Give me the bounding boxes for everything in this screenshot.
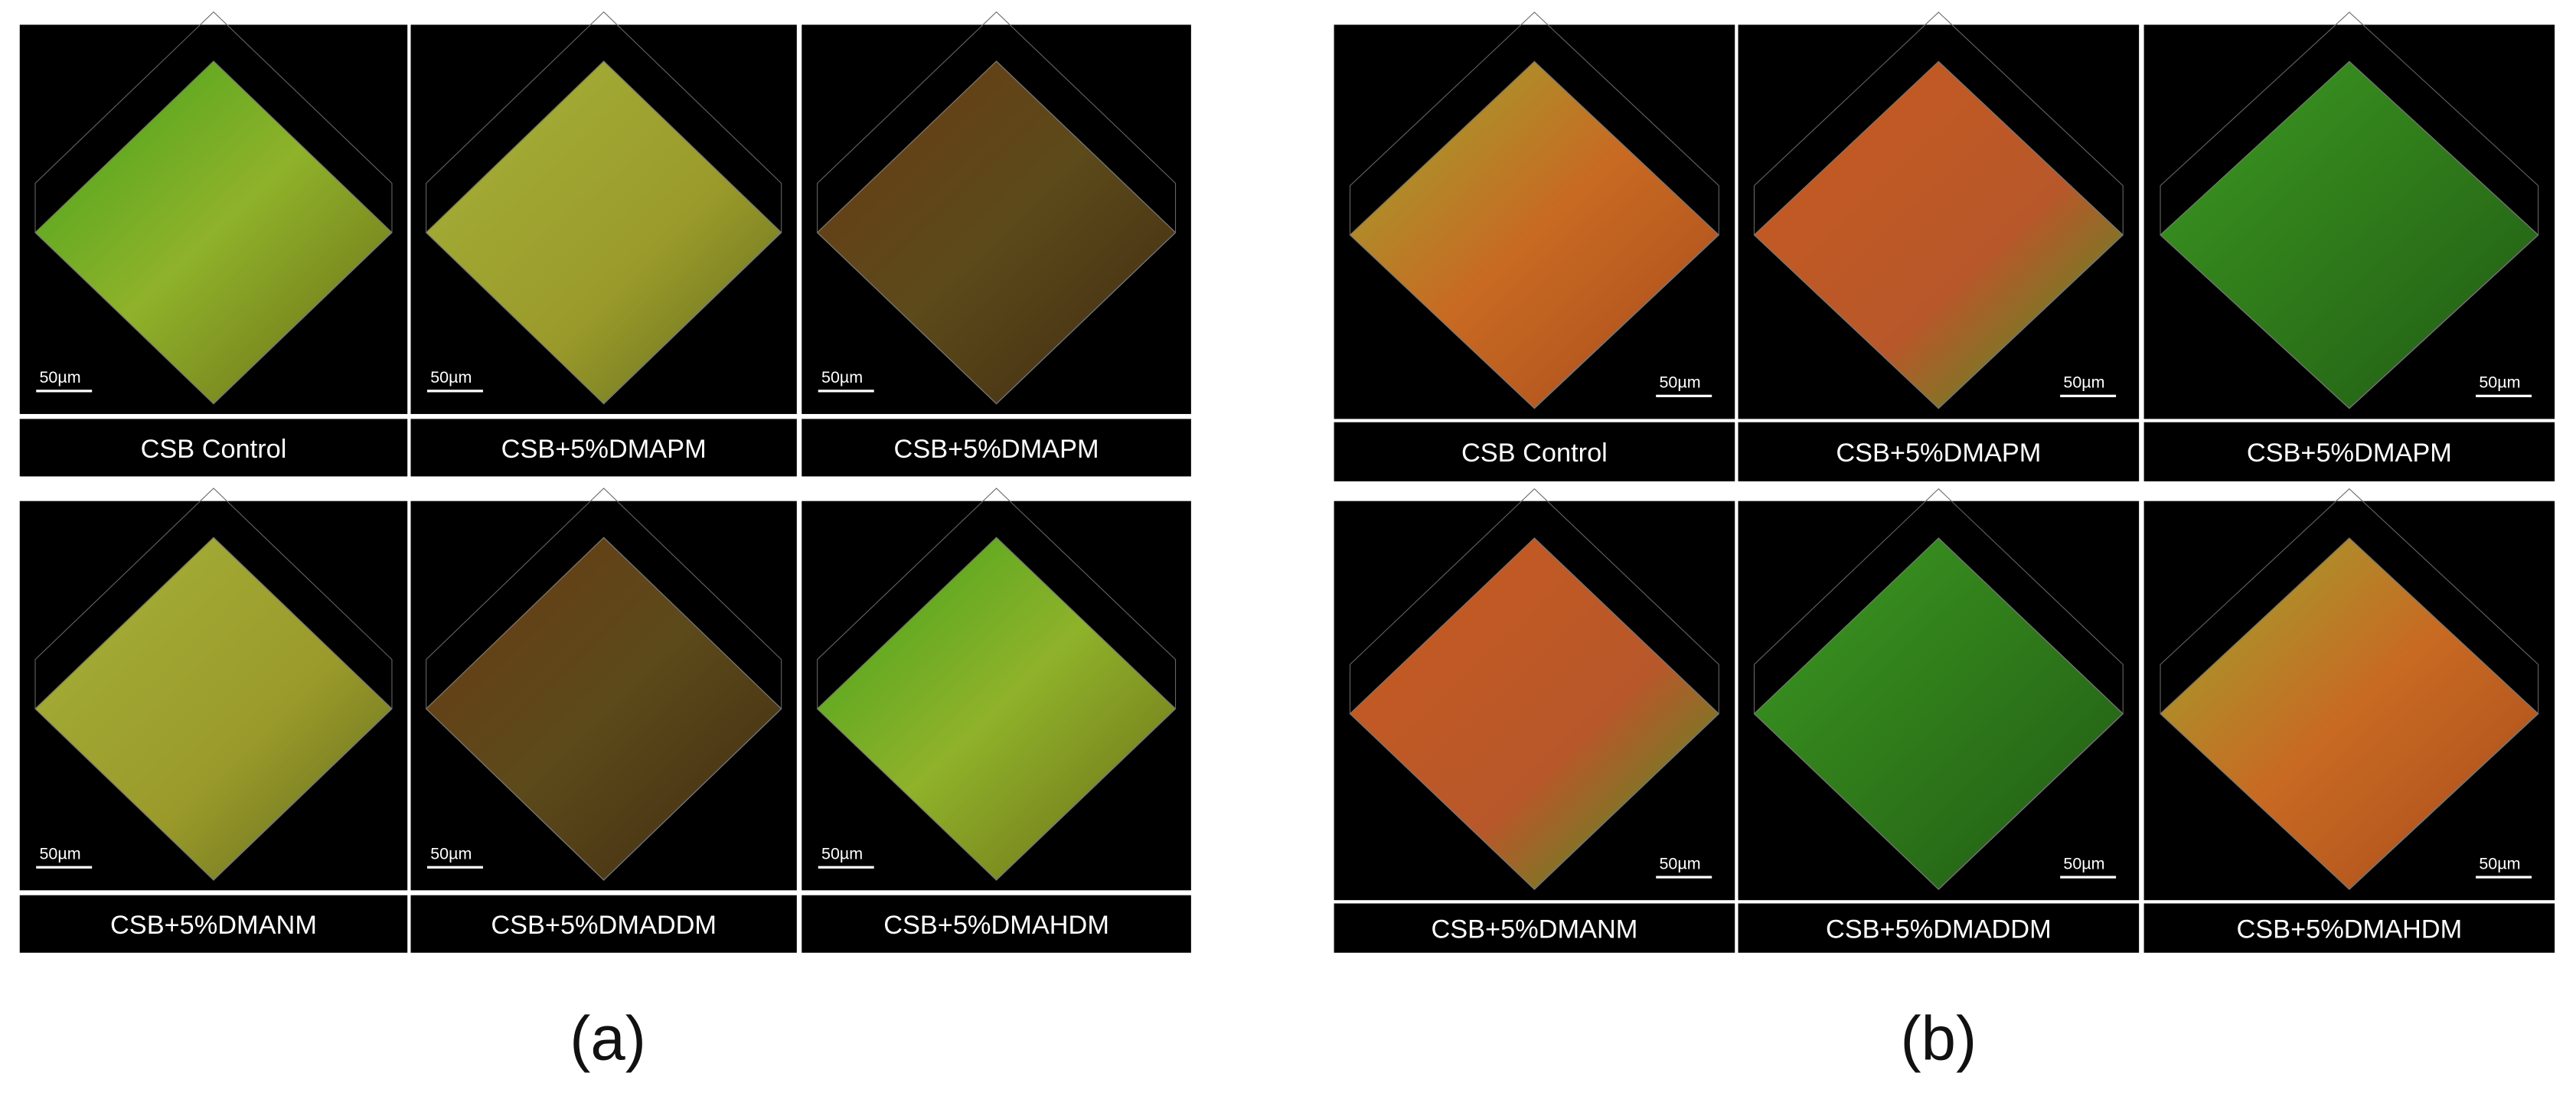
bounding-box [817, 11, 1177, 233]
micrograph: 50µm CSB+5%DMAHDM [2143, 488, 2555, 953]
biofilm-surface [1753, 60, 2124, 409]
biofilm-surface [425, 60, 782, 405]
scale-label: 50µm [40, 845, 81, 863]
caption: CSB+5%DMANM [110, 911, 317, 940]
bounding-box [1753, 11, 2124, 236]
caption: CSB+5%DMAHDM [883, 911, 1109, 940]
biofilm-surface [1349, 60, 1720, 409]
micrograph: 50µm CSB+5%DMAPM [2143, 11, 2555, 481]
scale-label: 50µm [430, 845, 472, 863]
scale-label: 50µm [2063, 854, 2104, 872]
bounding-box [34, 11, 393, 233]
bounding-box [1349, 11, 1719, 236]
scale-label: 50µm [2479, 854, 2520, 872]
scale-label: 50µm [821, 368, 863, 386]
caption: CSB+5%DMADDM [1826, 915, 2052, 944]
caption: CSB Control [141, 435, 287, 464]
biofilm-surface [816, 60, 1177, 405]
caption-background [1738, 903, 2140, 953]
biofilm-surface [425, 536, 782, 881]
bounding-box [2160, 488, 2539, 714]
caption: CSB+5%DMADDM [491, 911, 717, 940]
caption-background [410, 419, 797, 477]
scale-label: 50µm [2063, 373, 2104, 392]
micrograph: 50µm CSB+5%DMANM [1334, 488, 1735, 953]
bounding-box [426, 488, 782, 709]
biofilm-surface [34, 60, 393, 405]
micrograph: 50µm CSB+5%DMANM [19, 488, 408, 953]
micrograph: 50µm CSB+5%DMAPM [410, 11, 797, 477]
caption-background [2143, 422, 2555, 481]
scale-label: 50µm [1660, 854, 1701, 872]
bounding-box [1349, 488, 1719, 714]
micrograph: 50µm CSB+5%DMADDM [410, 488, 797, 953]
scale-label: 50µm [430, 368, 472, 386]
scale-label: 50µm [1660, 373, 1701, 392]
caption: CSB+5%DMAPM [1836, 439, 2041, 468]
caption-background [802, 895, 1191, 953]
biofilm-surface [2160, 537, 2539, 890]
scale-label: 50µm [2479, 373, 2520, 392]
bounding-box [2160, 11, 2539, 236]
caption: CSB+5%DMAHDM [2236, 915, 2462, 944]
caption-background [1334, 422, 1735, 481]
bounding-box [426, 11, 782, 233]
caption: CSB+5%DMAPM [501, 435, 707, 464]
scale-label: 50µm [40, 368, 81, 386]
micrograph: 50µm CSB+5%DMAPM [1738, 11, 2140, 481]
caption-background [1738, 422, 2140, 481]
biofilm-surface [816, 536, 1177, 881]
bounding-box [1753, 488, 2124, 714]
caption-background [410, 895, 797, 953]
caption-background [1334, 903, 1735, 953]
caption: CSB Control [1461, 439, 1608, 468]
scale-label: 50µm [821, 845, 863, 863]
micrograph: 50µm CSB+5%DMADDM [1738, 488, 2140, 953]
caption-background [802, 419, 1191, 477]
micrograph: 50µm CSB+5%DMAHDM [802, 488, 1191, 953]
caption-background [19, 895, 408, 953]
bounding-box [817, 488, 1177, 709]
caption: CSB+5%DMAPM [894, 435, 1099, 464]
caption-background [2143, 903, 2555, 953]
biofilm-surface [1349, 537, 1720, 890]
biofilm-surface [1753, 537, 2124, 890]
biofilm-surface [2160, 60, 2539, 409]
caption: CSB+5%DMANM [1431, 915, 1637, 944]
biofilm-surface [34, 536, 393, 881]
micrograph: 50µm CSB Control [1334, 11, 1735, 481]
caption: CSB+5%DMAPM [2247, 439, 2452, 468]
panel-label: (a) [570, 1003, 646, 1073]
micrograph: 50µm CSB+5%DMAPM [802, 11, 1191, 477]
micrograph: 50µm CSB Control [19, 11, 408, 477]
caption-background [19, 419, 408, 477]
bounding-box [34, 488, 393, 709]
panel-label: (b) [1901, 1003, 1977, 1073]
